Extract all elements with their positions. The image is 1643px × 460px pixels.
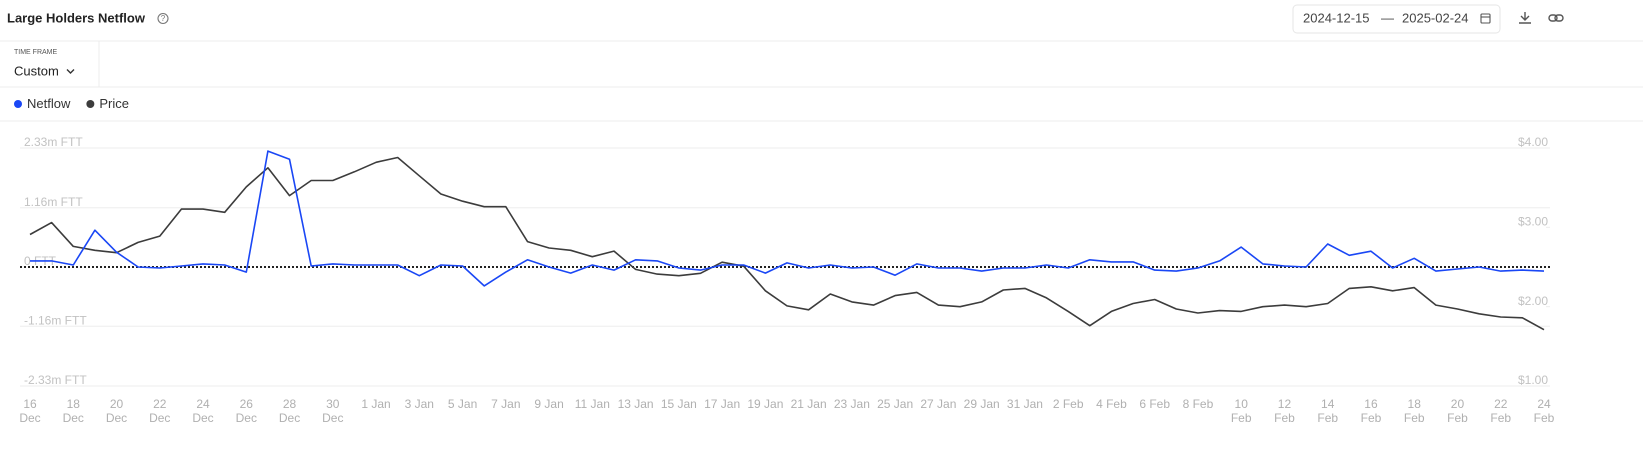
x-tick-label: 21 Jan (791, 397, 827, 411)
x-tick-label: 1 Jan (361, 397, 390, 411)
x-tick-label: 4 Feb (1096, 397, 1127, 411)
download-icon[interactable] (1519, 12, 1531, 24)
x-tick-label: 15 Jan (661, 397, 697, 411)
x-tick-label: 28 Dec (279, 397, 300, 425)
y-tick-label: 1.16m FTT (24, 195, 83, 209)
x-tick-label: 16 Dec (19, 397, 40, 425)
x-tick-label: 5 Jan (448, 397, 477, 411)
legend-label: Price (99, 96, 129, 111)
x-tick-label: 20 Dec (106, 397, 127, 425)
link-icon[interactable] (1548, 14, 1564, 22)
x-tick-label: 16 Feb (1361, 397, 1382, 425)
y-tick-label: -1.16m FTT (24, 313, 87, 327)
x-tick-label: 7 Jan (491, 397, 520, 411)
x-tick-label: 30 Dec (322, 397, 343, 425)
y2-tick-label: $3.00 (1518, 215, 1548, 229)
y-tick-label: 2.33m FTT (24, 135, 83, 149)
x-tick-label: 2 Feb (1053, 397, 1084, 411)
x-tick-label: 12 Feb (1274, 397, 1295, 425)
date-end: 2025-02-24 (1402, 10, 1469, 25)
date-range[interactable] (1292, 4, 1501, 34)
x-tick-label: 29 Jan (964, 397, 1000, 411)
y-tick-label: -2.33m FTT (24, 373, 87, 387)
x-tick-label: 14 Feb (1317, 397, 1338, 425)
x-tick-label: 24 Feb (1534, 397, 1555, 425)
y2-tick-label: $4.00 (1518, 135, 1548, 149)
x-tick-label: 6 Feb (1139, 397, 1170, 411)
legend-label: Netflow (27, 96, 71, 111)
legend-swatch (14, 100, 22, 108)
x-tick-label: 10 Feb (1231, 397, 1252, 425)
x-tick-label: 19 Jan (747, 397, 783, 411)
x-tick-label: 27 Jan (920, 397, 956, 411)
y2-tick-label: $2.00 (1518, 294, 1548, 308)
x-tick-label: 18 Dec (63, 397, 84, 425)
series-line (29, 156, 1545, 331)
svg-text:?: ? (161, 14, 166, 23)
x-tick-label: 13 Jan (618, 397, 654, 411)
legend-swatch (86, 100, 95, 108)
x-tick-label: 31 Jan (1007, 397, 1043, 411)
calendar-icon[interactable] (1480, 13, 1491, 24)
chevron[interactable] (66, 69, 75, 74)
x-tick-label: 20 Feb (1447, 397, 1468, 425)
x-tick-label: 8 Feb (1183, 397, 1214, 411)
x-tick-label: 3 Jan (405, 397, 434, 411)
date-start: 2024-12-15 (1303, 10, 1370, 25)
x-tick-label: 22 Feb (1490, 397, 1511, 425)
x-tick-label: 23 Jan (834, 397, 870, 411)
help-icon[interactable]: ? (157, 12, 169, 25)
x-tick-label: 22 Dec (149, 397, 170, 425)
title: Large Holders Netflow (7, 10, 146, 25)
y2-tick-label: $1.00 (1518, 373, 1548, 387)
x-tick-label: 17 Jan (704, 397, 740, 411)
series-line (30, 150, 1545, 287)
x-tick-label: 9 Jan (534, 397, 563, 411)
x-tick-label: 26 Dec (236, 397, 257, 425)
x-tick-label: 18 Feb (1404, 397, 1425, 425)
date-separator: — (1381, 10, 1394, 25)
time-frame-label: TIME FRAME (14, 49, 57, 56)
x-tick-label: 11 Jan (575, 397, 610, 411)
time-frame-value[interactable]: Custom (14, 63, 59, 78)
x-tick-label: 25 Jan (877, 397, 913, 411)
x-tick-label: 24 Dec (192, 397, 213, 425)
